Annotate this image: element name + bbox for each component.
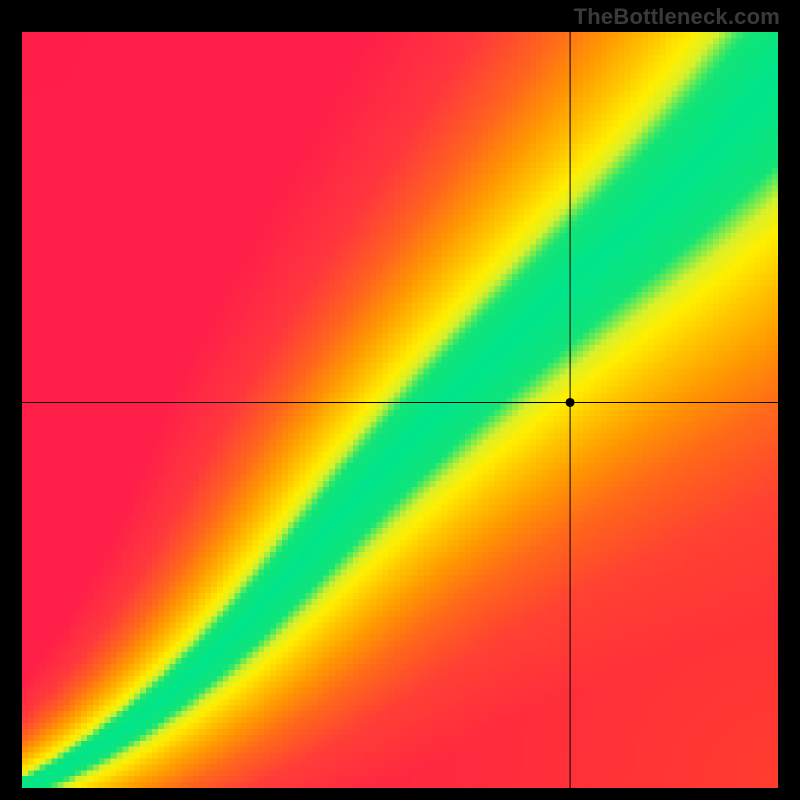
- watermark-text: TheBottleneck.com: [574, 4, 780, 30]
- bottleneck-heatmap: [22, 32, 778, 788]
- chart-container: TheBottleneck.com: [0, 0, 800, 800]
